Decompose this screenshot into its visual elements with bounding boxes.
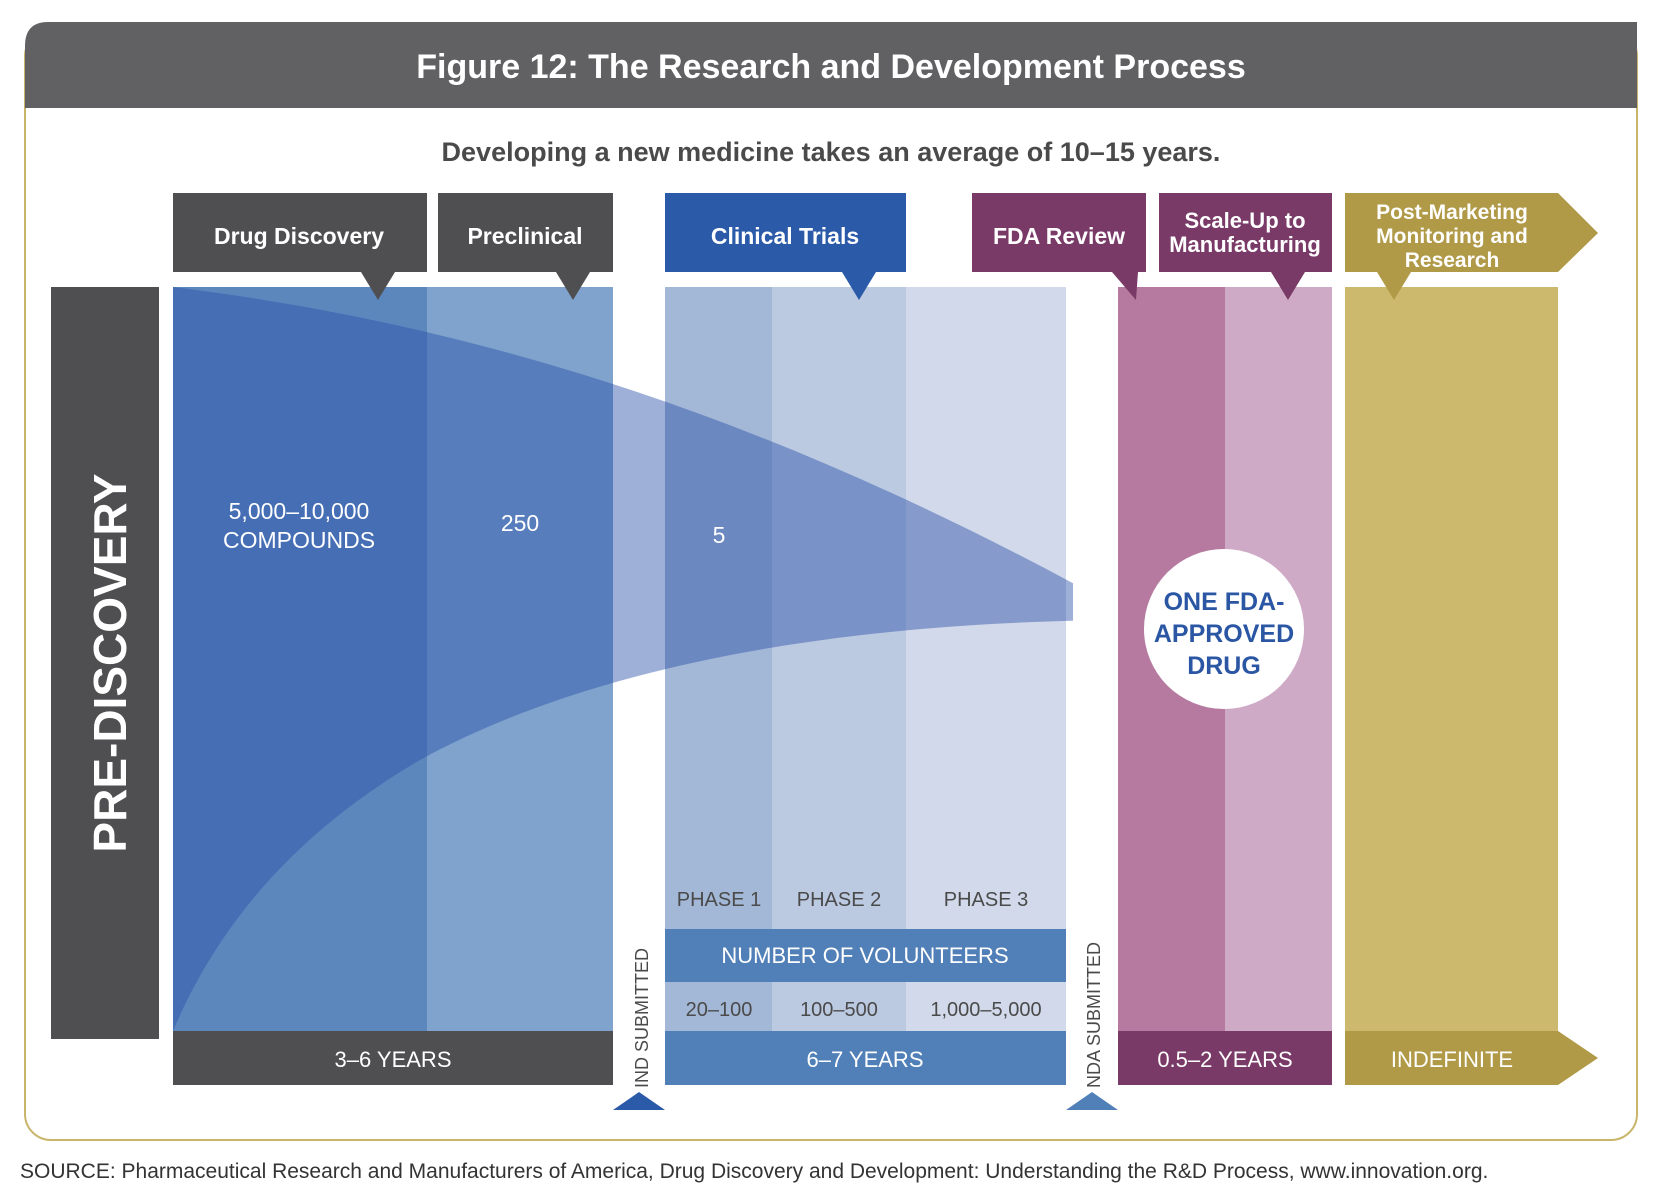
compounds-label: COMPOUNDS [223, 527, 375, 553]
header-fda-review: FDA Review [972, 193, 1146, 300]
post-duration-bar [1345, 1031, 1598, 1085]
approved-drug-line2: APPROVED [1154, 620, 1294, 648]
review-duration-bar [1118, 1031, 1332, 1085]
drug-discovery-column [173, 287, 427, 1031]
discovery-duration: 3–6 YEARS [334, 1047, 451, 1072]
volunteers-band [665, 929, 1066, 982]
phase3-column [906, 287, 1066, 1031]
approved-drug-line1: ONE FDA- [1164, 588, 1285, 616]
header-drug-discovery: Drug Discovery [173, 193, 427, 300]
phase3-label: PHASE 3 [944, 889, 1028, 911]
header-drug-discovery-label: Drug Discovery [214, 223, 384, 249]
header-preclinical: Preclinical [438, 193, 613, 300]
ind-submitted-label: IND SUBMITTED [632, 948, 652, 1088]
header-clinical-trials-label: Clinical Trials [711, 223, 859, 249]
clinical-duration-bar [665, 1031, 1066, 1085]
pre-discovery-label: PRE-DISCOVERY [84, 473, 136, 852]
header-post-marketing-line1: Post-Marketing [1376, 201, 1528, 224]
header-scale-up-line2: Manufacturing [1169, 232, 1321, 257]
post-marketing-column [1345, 287, 1558, 1031]
post-duration: INDEFINITE [1391, 1047, 1513, 1072]
clinical-duration: 6–7 YEARS [806, 1047, 923, 1072]
figure-subtitle: Developing a new medicine takes an avera… [442, 137, 1221, 167]
phase1-label: PHASE 1 [677, 889, 761, 911]
phase2-label: PHASE 2 [797, 889, 881, 911]
preclinical-count: 250 [501, 510, 539, 536]
volunteers-phase1: 20–100 [686, 999, 753, 1021]
header-post-marketing-line3: Research [1405, 249, 1500, 272]
volunteers-phase2: 100–500 [800, 999, 878, 1021]
header-scale-up: Scale-Up to Manufacturing [1159, 193, 1332, 300]
phase2-column [772, 287, 906, 1031]
compounds-count: 5,000–10,000 [229, 498, 370, 524]
volunteers-label: NUMBER OF VOLUNTEERS [721, 943, 1008, 968]
header-post-marketing-line2: Monitoring and [1376, 225, 1528, 248]
header-preclinical-label: Preclinical [467, 223, 582, 249]
volunteers-phase3: 1,000–5,000 [930, 999, 1041, 1021]
attrition-funnel [173, 287, 1073, 1031]
header-scale-up-line1: Scale-Up to [1184, 208, 1305, 233]
phase1-column [665, 287, 772, 1031]
nda-submitted-label: NDA SUBMITTED [1084, 942, 1104, 1088]
approved-drug-line3: DRUG [1187, 652, 1261, 680]
source-note: SOURCE: Pharmaceutical Research and Manu… [20, 1160, 1489, 1183]
figure-title: Figure 12: The Research and Development … [416, 48, 1246, 86]
title-band [25, 22, 1637, 108]
header-fda-review-label: FDA Review [993, 223, 1125, 249]
review-duration: 0.5–2 YEARS [1157, 1047, 1292, 1072]
preclinical-column [427, 287, 613, 1031]
header-post-marketing: Post-Marketing Monitoring and Research [1345, 193, 1598, 300]
nda-marker-arrow [1066, 1092, 1118, 1110]
pre-discovery-column [51, 287, 159, 1039]
approved-drug-circle [1144, 549, 1304, 709]
clinical-count: 5 [713, 522, 726, 548]
discovery-duration-bar [173, 1031, 613, 1085]
ind-marker-arrow [613, 1092, 665, 1110]
header-clinical-trials: Clinical Trials [665, 193, 906, 300]
